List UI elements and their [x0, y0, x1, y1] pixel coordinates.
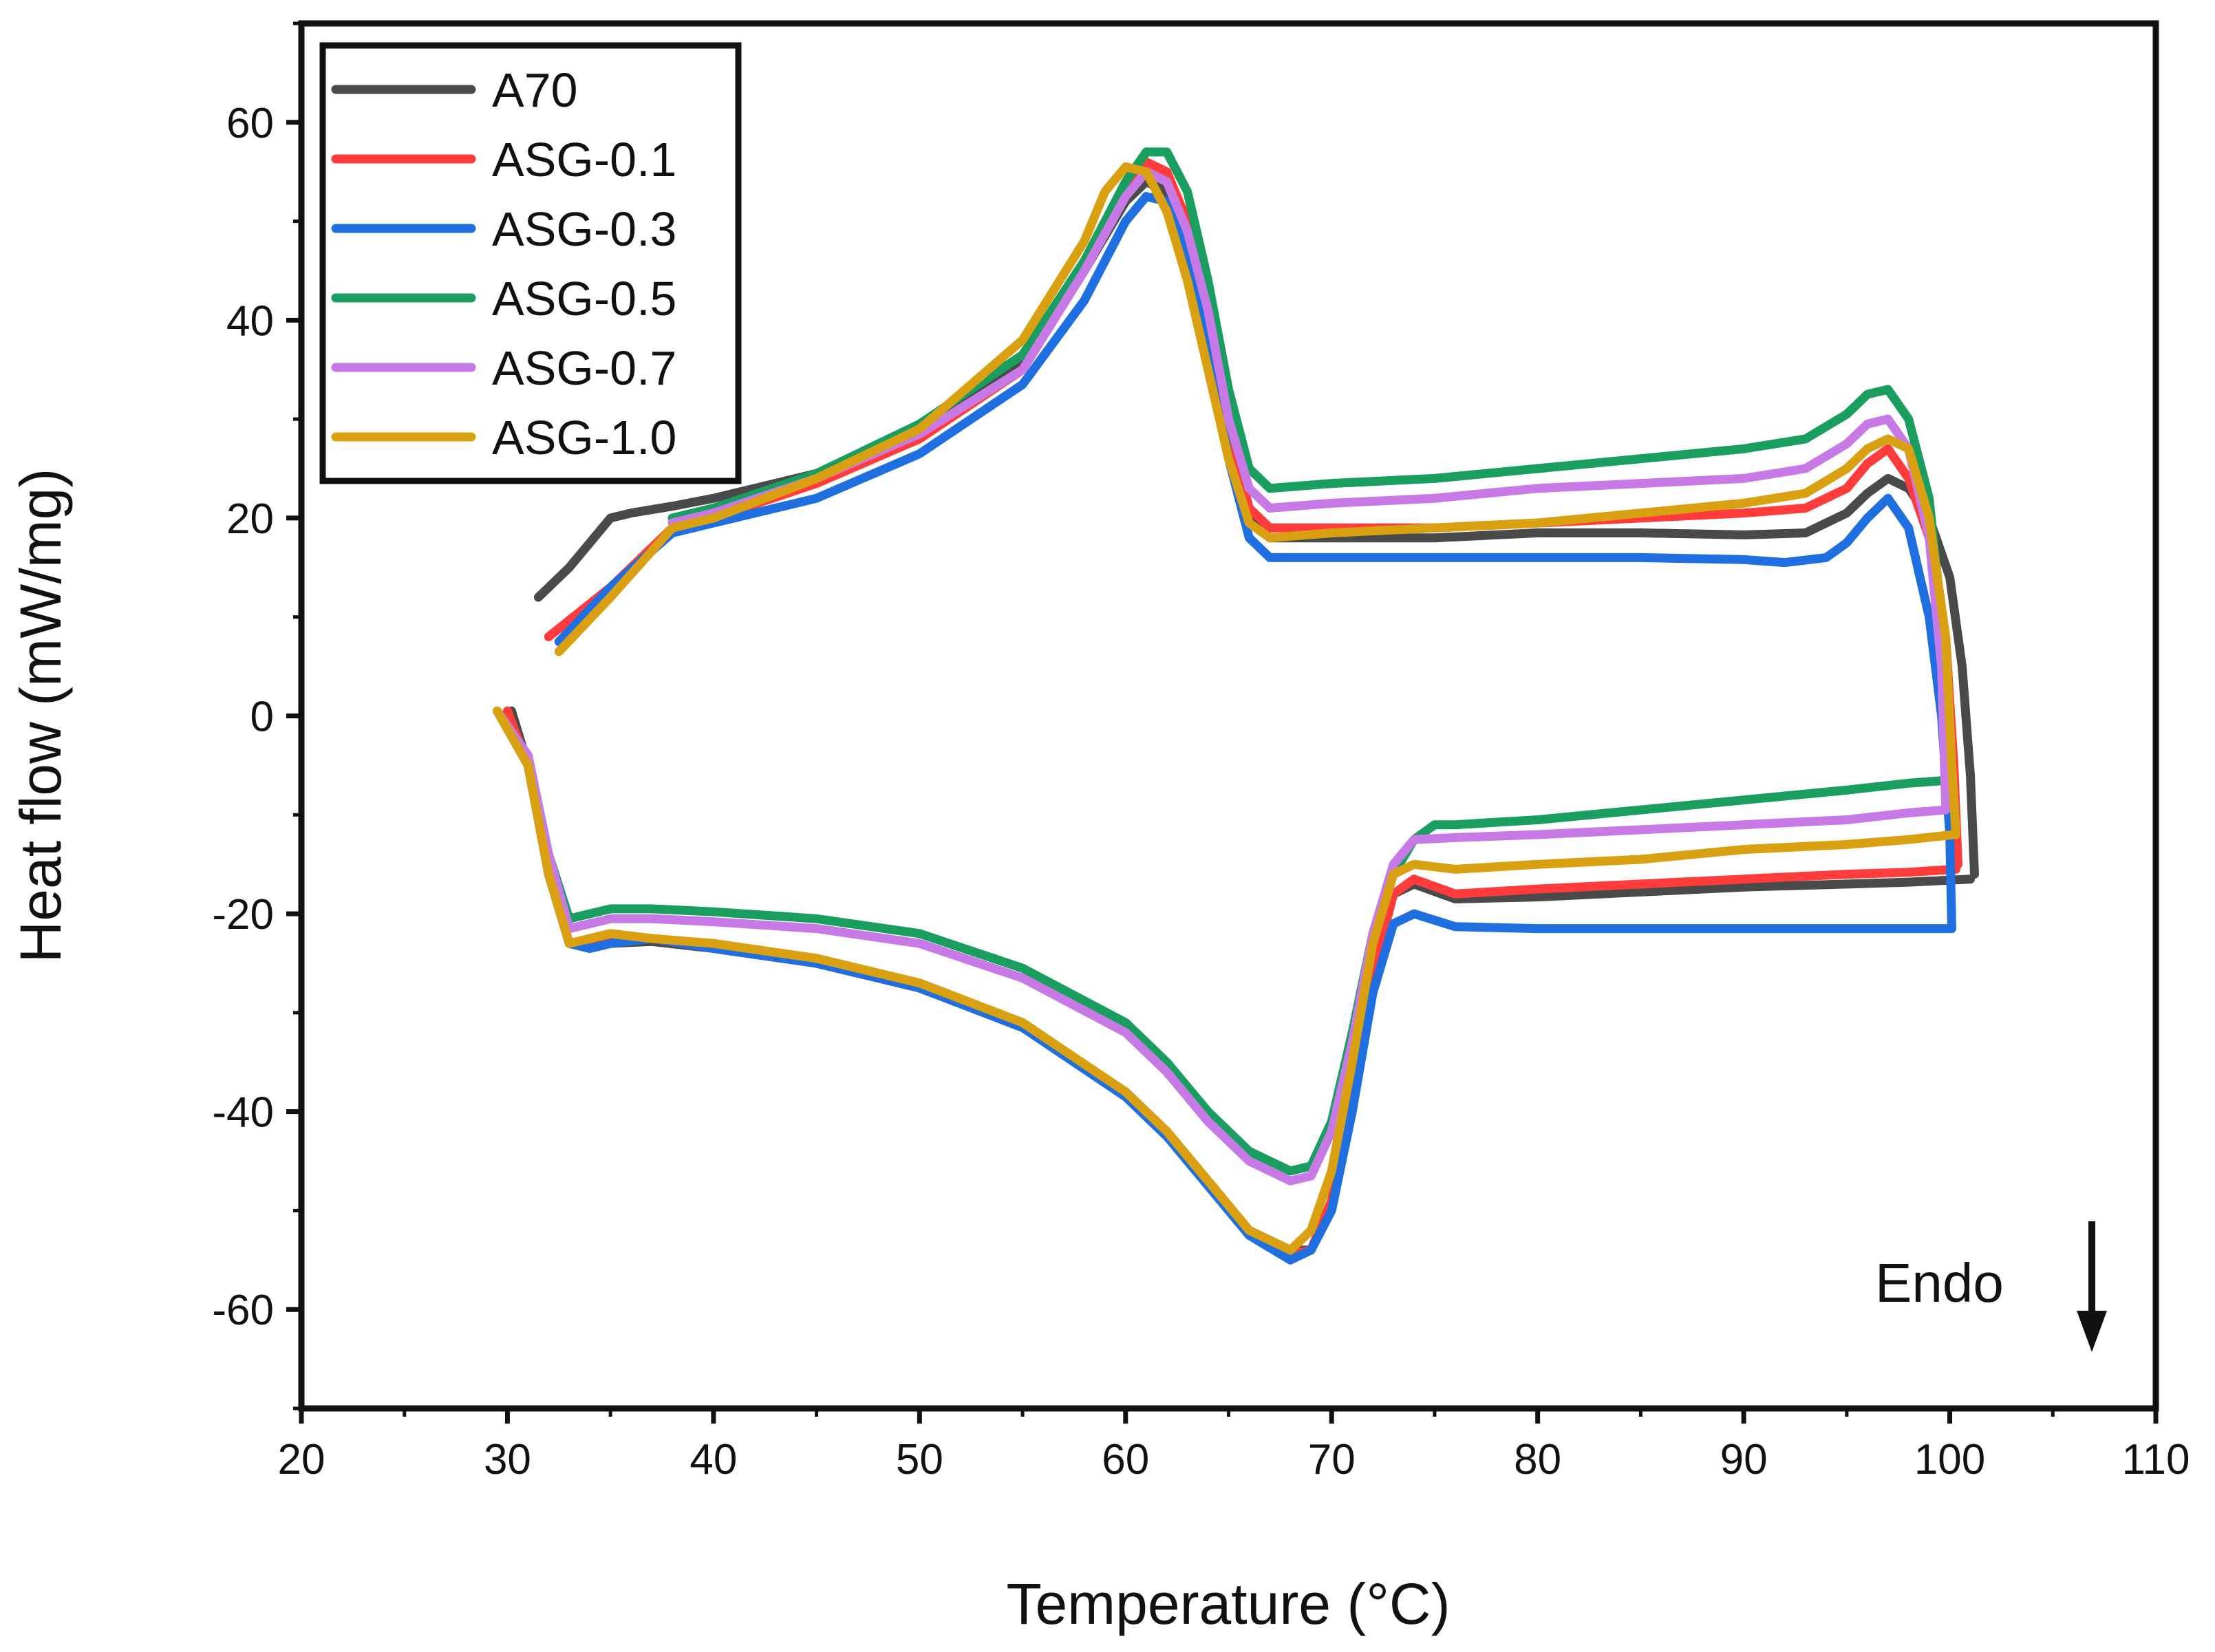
series-asg-0-5-cooling-line: [493, 706, 1953, 1176]
endo-arrow-head-icon: [2077, 1311, 2107, 1352]
x-tick-label: 60: [1102, 1436, 1149, 1483]
legend-label: ASG-1.0: [492, 411, 676, 464]
legend: A70 ASG-0.1 ASG-0.3 ASG-0.5 ASG-0.7 ASG-1.0: [319, 42, 742, 484]
x-tick-label: 20: [278, 1436, 325, 1483]
series-asg-0-1-heating-line: [544, 157, 1962, 869]
legend-label: ASG-0.7: [492, 341, 676, 395]
x-tick-label: 30: [484, 1436, 531, 1483]
legend-label: ASG-0.3: [492, 202, 676, 256]
y-axis-ticks: -60 -40 -20 0 20 40 60: [212, 21, 301, 1410]
y-tick-label: 20: [226, 495, 274, 543]
legend-label: A70: [492, 63, 578, 117]
y-tick-label: -60: [212, 1287, 274, 1334]
x-tick-label: 50: [896, 1436, 943, 1483]
x-tick-label: 110: [2122, 1436, 2190, 1483]
x-tick-label: 40: [689, 1436, 737, 1483]
x-tick-label: 70: [1308, 1436, 1356, 1483]
legend-box: [319, 42, 742, 484]
x-axis-ticks: 20 30 40 50 60 70 80 90 100 110: [278, 1408, 2190, 1483]
y-tick-label: -40: [212, 1089, 274, 1137]
legend-label: ASG-0.5: [492, 272, 676, 325]
legend-label: ASG-0.1: [492, 133, 676, 186]
y-tick-label: -20: [212, 891, 274, 938]
y-tick-label: 40: [226, 297, 274, 345]
x-tick-label: 80: [1514, 1436, 1561, 1483]
series-asg-0-5-heating-line: [667, 147, 1953, 780]
x-axis-title: Temperature (°C): [1006, 1571, 1450, 1636]
series-asg-0-7-cooling-line: [493, 706, 1951, 1186]
y-tick-label: 0: [250, 694, 274, 741]
x-tick-label: 100: [1914, 1436, 1985, 1483]
y-tick-label: 60: [226, 100, 274, 147]
series-asg-1-0-heating-line: [554, 162, 1960, 839]
endo-label: Endo: [1875, 1252, 2004, 1313]
y-axis-title: Heat flow (mW/mg): [8, 469, 73, 963]
endo-annotation: Endo: [1875, 1221, 2107, 1352]
series-asg-1-0-cooling-line: [493, 706, 1958, 1255]
series-asg-0-3-heating-line: [554, 192, 1956, 934]
series-asg-0-7-heating-line: [667, 167, 1951, 810]
x-tick-label: 90: [1720, 1436, 1768, 1483]
series-group: [493, 147, 1979, 1265]
